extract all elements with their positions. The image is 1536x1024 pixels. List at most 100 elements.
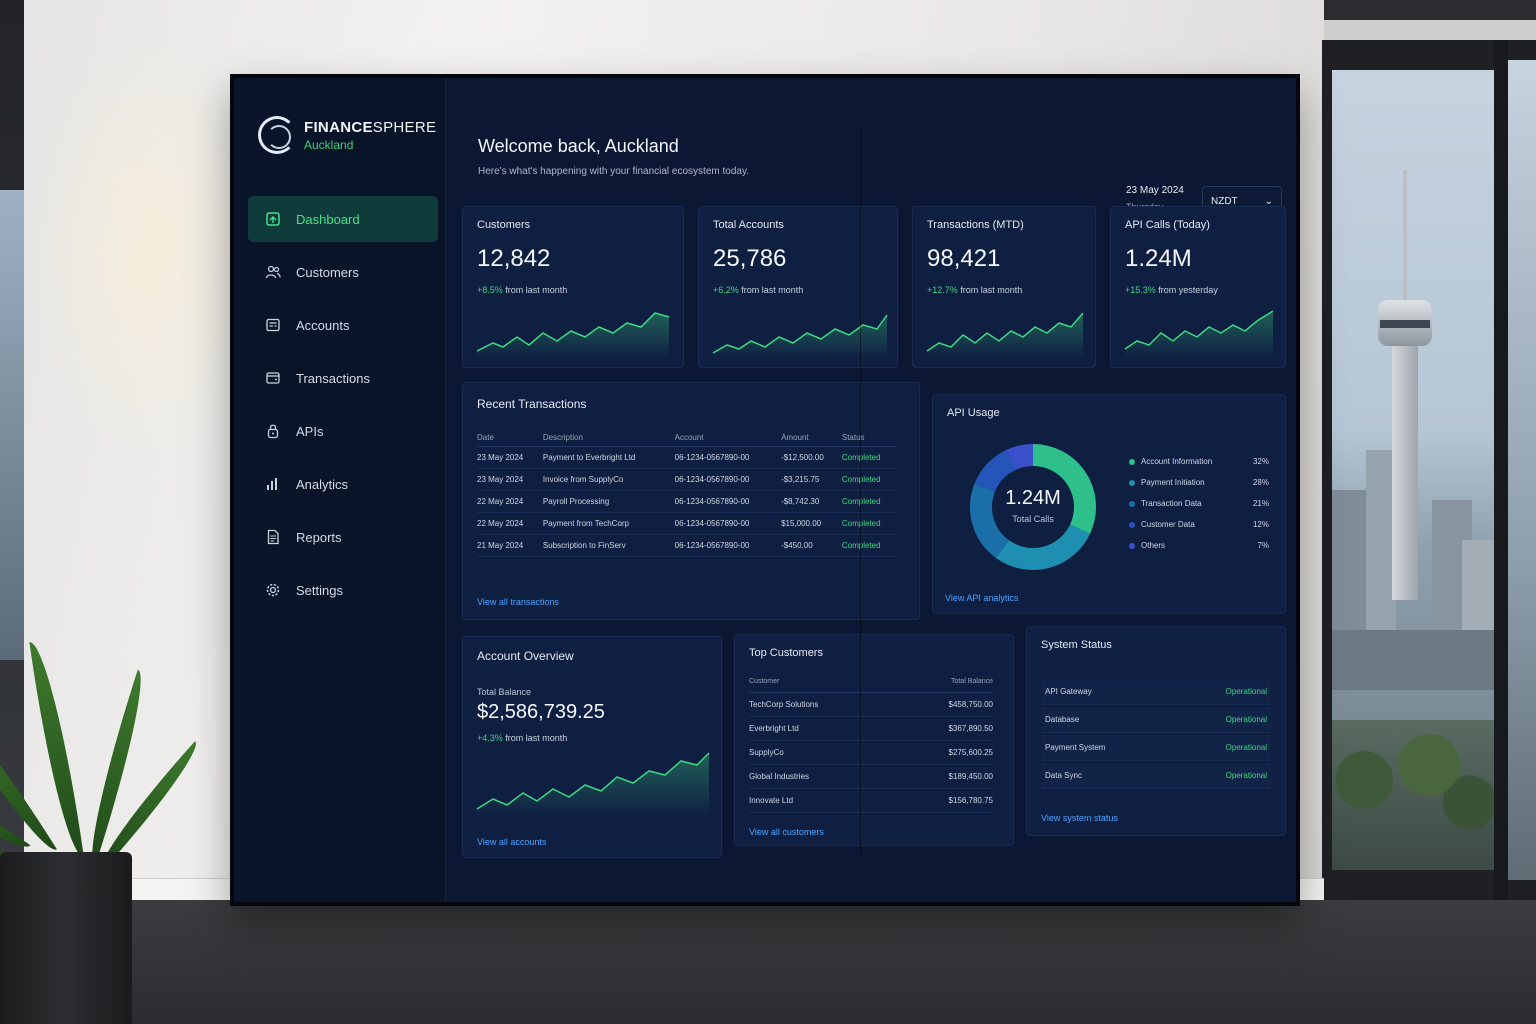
list-item[interactable]: SupplyCo $275,600.25 (749, 741, 993, 765)
logo-mark-icon (258, 116, 296, 154)
nav-item-apis[interactable]: APIs (248, 408, 438, 454)
view-system-status-link[interactable]: View system status (1041, 813, 1118, 823)
kpi-title: Transactions (MTD) (927, 219, 1024, 231)
column-header: Description (542, 429, 675, 447)
list-item[interactable]: Global Industries $189,450.00 (749, 765, 993, 789)
nav-item-label: Reports (296, 529, 342, 545)
nav-item-label: Settings (296, 582, 343, 598)
system-status-card: System Status API Gateway Operational Dat… (1026, 626, 1286, 836)
table-row[interactable]: 23 May 2024 Invoice from SupplyCo 06-1234-… (477, 468, 897, 491)
recent-transactions-card: Recent Transactions Date Description Acc… (462, 382, 920, 620)
kpi-card-accounts[interactable]: Total Accounts 25,786 +6.2% from last mo… (698, 206, 898, 368)
nav-item-analytics[interactable]: Analytics (248, 461, 438, 507)
brand-logo[interactable]: FINANCESPHERE Auckland (258, 116, 436, 154)
kpi-card-transactions[interactable]: Transactions (MTD) 98,421 +12.7% from la… (912, 206, 1096, 368)
column-header: Account (674, 429, 782, 447)
kpi-sparkline (1124, 310, 1274, 359)
nav-item-reports[interactable]: Reports (248, 514, 438, 560)
donut-center-label: 1.24M Total Calls (969, 487, 1097, 524)
status-badge: Operational (1225, 771, 1267, 780)
view-all-transactions-link[interactable]: View all transactions (477, 597, 559, 607)
nav-item-customers[interactable]: Customers (248, 249, 438, 295)
balance-label: Total Balance (477, 687, 532, 697)
kpi-sparkline (926, 312, 1084, 359)
sky-tower-spire (1403, 170, 1407, 302)
list-item[interactable]: Innovate Ltd $156,780.75 (749, 789, 993, 813)
brand-city: Auckland (304, 137, 354, 152)
status-row: API Gateway Operational (1041, 679, 1271, 705)
legend-item: Payment Initiation 28% (1129, 472, 1269, 493)
nav-item-label: Transactions (296, 370, 370, 386)
api-usage-card: API Usage 1.24M Total Calls Account Info… (932, 394, 1286, 614)
kpi-delta: +6.2% from last month (713, 285, 804, 295)
view-all-customers-link[interactable]: View all customers (749, 827, 824, 837)
users-icon (264, 263, 282, 281)
status-badge: Operational (1225, 687, 1267, 696)
view-all-accounts-link[interactable]: View all accounts (477, 837, 547, 847)
kpi-delta: +15.3% from yesterday (1125, 285, 1218, 295)
trees (1332, 720, 1494, 870)
legend-item: Customer Data 12% (1129, 514, 1269, 535)
table-row[interactable]: 23 May 2024 Payment to Everbright Ltd 06-1… (477, 446, 897, 469)
nav-item-dashboard[interactable]: Dashboard (248, 196, 438, 242)
status-row: Data Sync Operational (1041, 763, 1271, 789)
kpi-value: 98,421 (927, 245, 1001, 272)
donut-segment-3[interactable] (974, 449, 1017, 493)
donut-segment-2[interactable] (970, 483, 1010, 558)
table-row[interactable]: 22 May 2024 Payroll Processing 06-1234-056… (477, 490, 897, 513)
table-row[interactable]: 21 May 2024 Subscription to FinServ 06-123… (477, 534, 897, 557)
kpi-value: 25,786 (713, 245, 787, 272)
top-customers-card: Top Customers Customer Total Balance Tech… (734, 634, 1014, 846)
bar-chart-icon (264, 475, 282, 493)
account-overview-card: Account Overview Total Balance $2,586,73… (462, 636, 722, 858)
sky-tower-band (1380, 320, 1430, 328)
view-api-analytics-link[interactable]: View API analytics (945, 593, 1019, 603)
status-row: Database Operational (1041, 707, 1271, 733)
nav-item-accounts[interactable]: Accounts (248, 302, 438, 348)
status-badge: Operational (1225, 743, 1267, 752)
plant-pot (0, 852, 132, 1024)
nav-item-label: Analytics (296, 476, 349, 492)
nav-item-label: APIs (296, 423, 324, 439)
nav-item-settings[interactable]: Settings (248, 567, 438, 613)
kpi-delta: +12.7% from last month (927, 285, 1023, 295)
kpi-card-api-calls[interactable]: API Calls (Today) 1.24M +15.3% from yest… (1110, 206, 1286, 368)
nav-item-label: Dashboard (296, 211, 360, 227)
balance-trend-chart (476, 752, 710, 817)
kpi-sparkline (712, 314, 888, 359)
status-badge: Operational (1225, 715, 1267, 724)
list-item[interactable]: Everbright Ltd $367,890.50 (749, 717, 993, 741)
donut-legend: Account Information 32% Payment Initiatio… (1129, 451, 1269, 556)
column-header: Status (841, 429, 897, 447)
gear-icon (264, 581, 282, 599)
window-view-right (1508, 60, 1536, 880)
list-item[interactable]: TechCorp Solutions $458,750.00 (749, 693, 993, 717)
window-mullion (1494, 40, 1508, 910)
sky-tower (1392, 300, 1418, 600)
kpi-title: Total Accounts (713, 219, 784, 231)
donut-segment-4[interactable] (1006, 444, 1034, 471)
card-title: Recent Transactions (477, 397, 587, 411)
kpi-title: Customers (477, 219, 531, 231)
brand-name: FINANCESPHERE (304, 118, 437, 136)
total-balance: $2,586,739.25 (477, 701, 605, 723)
column-header: Amount (781, 429, 842, 447)
document-icon (264, 528, 282, 546)
account-card-icon (264, 316, 282, 334)
status-row: Payment System Operational (1041, 735, 1271, 761)
nav-item-label: Customers (296, 264, 359, 280)
legend-item: Account Information 32% (1129, 451, 1269, 472)
kpi-card-customers[interactable]: Customers 12,842 +8.5% from last month (462, 206, 684, 368)
dashboard-screen: FINANCESPHERE Auckland Dashboard Custome… (230, 74, 1300, 906)
donut-segment-1[interactable] (995, 523, 1090, 570)
wallet-icon (264, 369, 282, 387)
nav-item-transactions[interactable]: Transactions (248, 355, 438, 401)
balance-delta: +4.3% from last month (477, 733, 568, 743)
table-row[interactable]: 22 May 2024 Payment from TechCorp 06-1234-… (477, 512, 897, 535)
lock-icon (264, 422, 282, 440)
donut-segment-0[interactable] (1032, 444, 1096, 534)
table-header-row: Date Description Account Amount Status (477, 429, 897, 447)
left-window (0, 190, 24, 660)
chevron-down-icon: ⌄ (1264, 195, 1273, 207)
welcome-subtitle: Here's what's happening with your financ… (478, 166, 749, 177)
